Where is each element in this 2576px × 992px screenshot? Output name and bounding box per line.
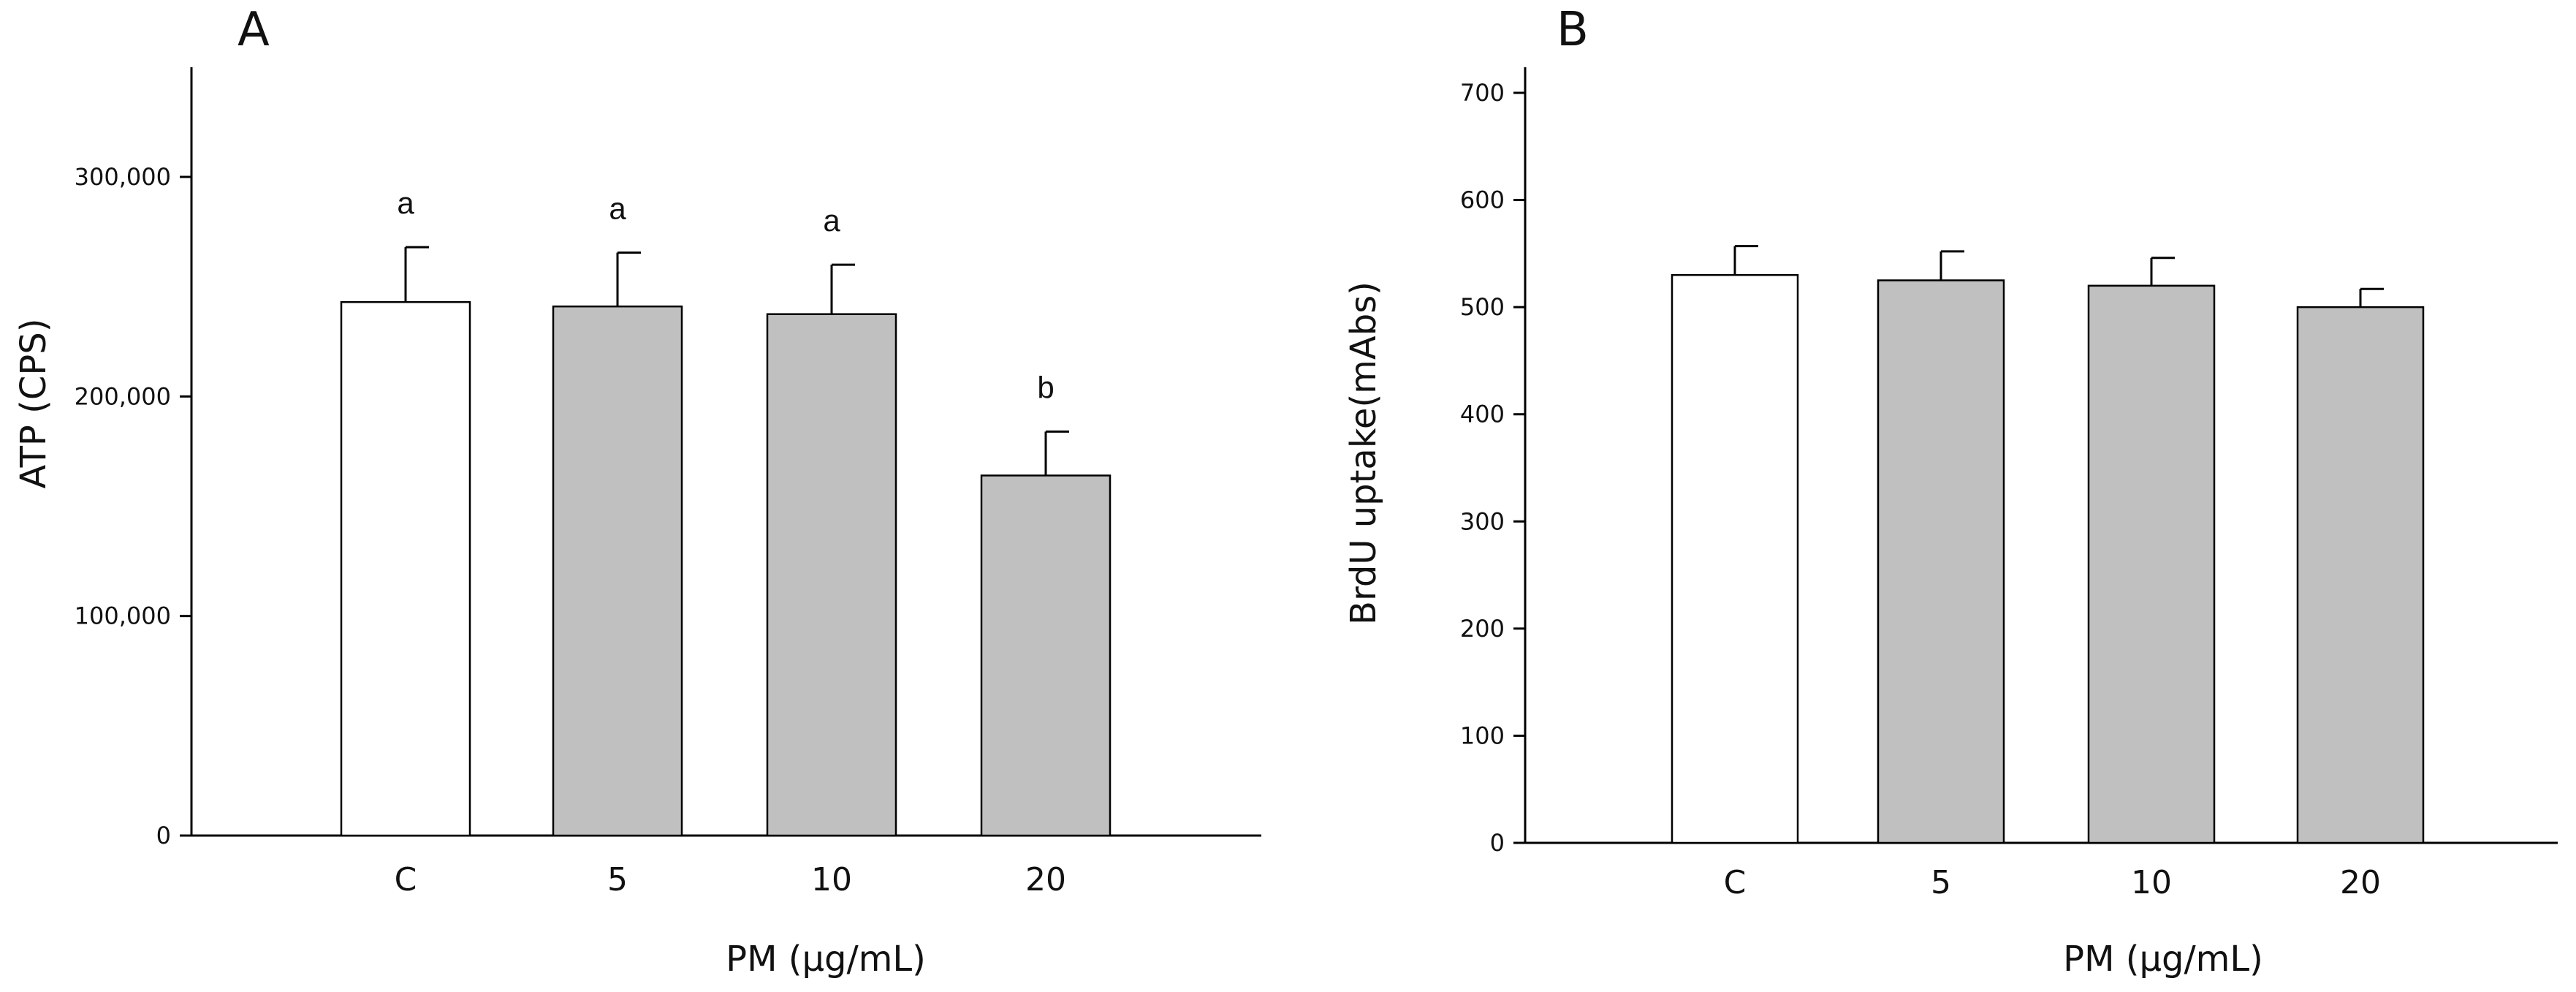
panel-b-y-tick-label: 200 (1460, 615, 1505, 643)
panel-a-significance-label: a (823, 203, 840, 238)
panel-a-significance-label: a (397, 186, 414, 220)
panel-a-significance-label: a (609, 192, 626, 226)
panel-a-significance-label: b (1037, 370, 1054, 404)
panel-b-y-tick-label: 0 (1490, 829, 1505, 857)
panel-b-y-tick-label: 600 (1460, 186, 1505, 214)
panel-b-error-bar (1733, 245, 1758, 276)
panel-a-y-tick-label: 100,000 (75, 602, 171, 630)
panel-b-label: B (1557, 3, 1589, 57)
panel-b-bar-5 (1877, 279, 2005, 844)
panel-a-x-axis-title: PM (μg/mL) (726, 939, 926, 980)
panel-a-y-tick-label: 200,000 (75, 382, 171, 410)
panel-a-x-tick-label: 10 (811, 861, 852, 898)
panel-a-bar-10 (766, 313, 897, 837)
panel-b-x-tick-label: 20 (2340, 864, 2381, 901)
panel-b-y-axis-title: BrdU uptake(mAbs) (1343, 281, 1384, 625)
panel-a-label: A (238, 3, 270, 57)
panel-b-y-tick-label: 300 (1460, 507, 1505, 535)
panel-a-error-bar (1044, 430, 1069, 476)
panel-b-y-tick-label: 100 (1460, 722, 1505, 749)
panel-b-error-bar (1939, 250, 1964, 281)
panel-a-y-tick-label: 300,000 (75, 163, 171, 191)
panel-a-x-tick-label: 5 (607, 861, 628, 898)
panel-b-chart: B 0 100 200 300 400 500 600 700 C 5 10 20 BrdU upt… (1343, 3, 2558, 980)
panel-a-y-tick-label: 0 (156, 822, 171, 849)
panel-b-y-tick-label: 400 (1460, 401, 1505, 428)
panel-b-bar-c (1671, 273, 1799, 844)
panel-a-x-tick-label: 20 (1025, 861, 1066, 898)
panel-b-bar-20 (2296, 306, 2425, 844)
panel-a-bar-5 (552, 305, 683, 837)
panel-a-x-tick-label: C (395, 861, 417, 898)
panel-b-x-tick-label: C (1724, 864, 1747, 901)
panel-a-error-bar (830, 263, 855, 314)
panel-a-error-bar (616, 251, 641, 307)
panel-a-bar-20 (980, 474, 1112, 837)
panel-a-y-axis-title: ATP (CPS) (13, 318, 54, 488)
panel-a-error-bar (404, 246, 429, 303)
panel-b-error-bar (2359, 287, 2384, 308)
panel-a-chart: A 0 100,000 200,000 300,000 Ca 5 a 10 a 20 b ATP … (13, 3, 1261, 980)
panel-b-x-axis-title: PM (μg/mL) (2063, 939, 2263, 980)
panel-b-error-bar (2150, 257, 2175, 286)
panel-b-y-tick-label: 500 (1460, 293, 1505, 321)
panel-a-bar-c (340, 300, 471, 837)
panel-b-x-tick-label: 10 (2131, 864, 2172, 901)
panel-b-bar-10 (2087, 284, 2216, 844)
panel-b-y-tick-label: 700 (1460, 79, 1505, 107)
panel-b-x-tick-label: 5 (1931, 864, 1951, 901)
